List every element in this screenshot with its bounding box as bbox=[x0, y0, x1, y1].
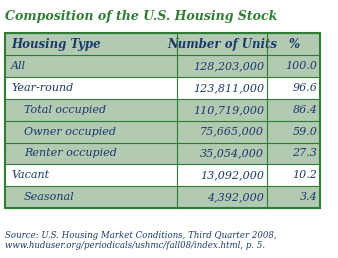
Text: %: % bbox=[288, 38, 299, 51]
Text: 3.4: 3.4 bbox=[299, 192, 317, 202]
Text: 75,665,000: 75,665,000 bbox=[200, 127, 264, 137]
Text: 110,719,000: 110,719,000 bbox=[193, 105, 264, 115]
Text: 86.4: 86.4 bbox=[292, 105, 317, 115]
Text: 13,092,000: 13,092,000 bbox=[200, 170, 264, 180]
Text: 128,203,000: 128,203,000 bbox=[193, 61, 264, 71]
Text: Seasonal: Seasonal bbox=[24, 192, 75, 202]
Text: Source: U.S. Housing Market Conditions, Third Quarter 2008,
www.huduser.org/peri: Source: U.S. Housing Market Conditions, … bbox=[5, 231, 276, 251]
FancyBboxPatch shape bbox=[5, 143, 320, 164]
Text: Vacant: Vacant bbox=[11, 170, 49, 180]
Text: 100.0: 100.0 bbox=[285, 61, 317, 71]
Text: Composition of the U.S. Housing Stock: Composition of the U.S. Housing Stock bbox=[5, 10, 277, 23]
FancyBboxPatch shape bbox=[5, 77, 320, 99]
FancyBboxPatch shape bbox=[5, 186, 320, 208]
Text: Year-round: Year-round bbox=[11, 83, 73, 93]
Text: 10.2: 10.2 bbox=[292, 170, 317, 180]
FancyBboxPatch shape bbox=[5, 121, 320, 143]
Text: Number of Units: Number of Units bbox=[167, 38, 277, 51]
FancyBboxPatch shape bbox=[5, 55, 320, 77]
FancyBboxPatch shape bbox=[5, 33, 320, 55]
Text: Owner occupied: Owner occupied bbox=[24, 127, 116, 137]
Text: 59.0: 59.0 bbox=[292, 127, 317, 137]
Text: 96.6: 96.6 bbox=[292, 83, 317, 93]
Text: 4,392,000: 4,392,000 bbox=[207, 192, 264, 202]
Text: All: All bbox=[11, 61, 26, 71]
Text: Total occupied: Total occupied bbox=[24, 105, 106, 115]
Text: Renter occupied: Renter occupied bbox=[24, 149, 117, 158]
Text: 123,811,000: 123,811,000 bbox=[193, 83, 264, 93]
Text: 35,054,000: 35,054,000 bbox=[200, 149, 264, 158]
FancyBboxPatch shape bbox=[5, 99, 320, 121]
Text: 27.3: 27.3 bbox=[292, 149, 317, 158]
Text: Housing Type: Housing Type bbox=[11, 38, 101, 51]
FancyBboxPatch shape bbox=[5, 164, 320, 186]
